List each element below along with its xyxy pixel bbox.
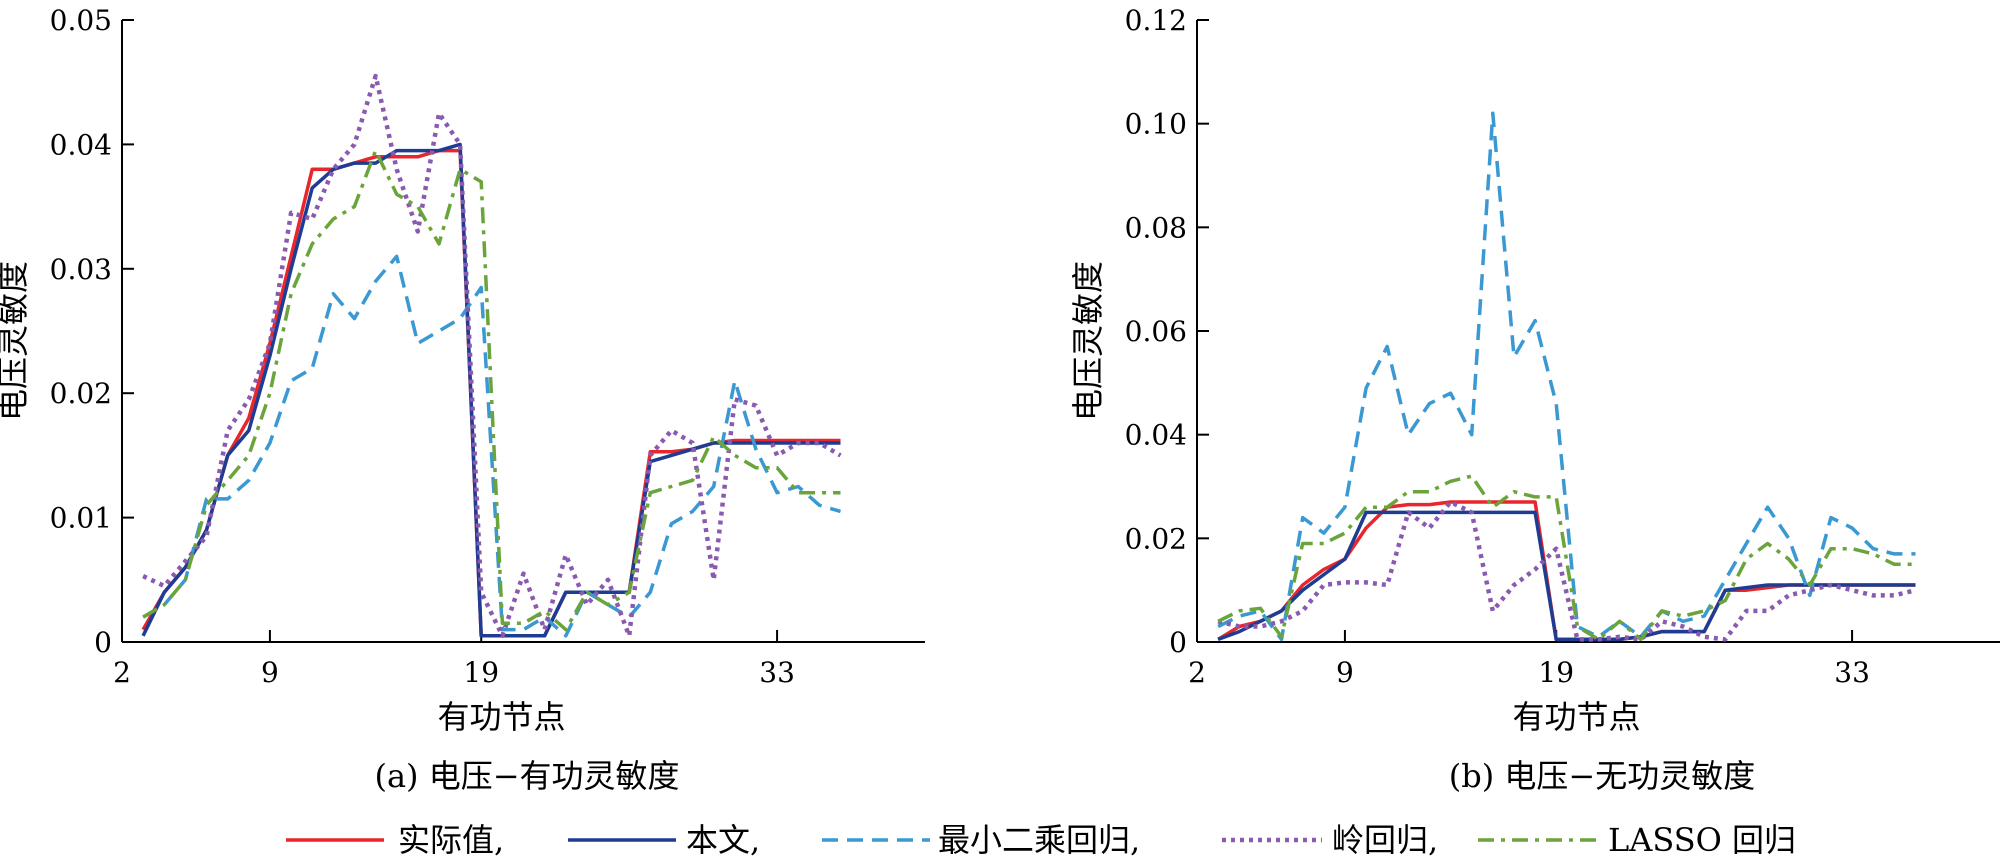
legend-label: 实际值, — [398, 821, 504, 859]
panel-caption: (a) 电压−有功灵敏度 — [374, 757, 679, 795]
legend-label: 岭回归, — [1332, 821, 1438, 859]
series-line-ridge — [142, 73, 842, 639]
y-tick-label: 0 — [1169, 626, 1187, 659]
legend-item-proposed: 本文, — [568, 821, 760, 859]
x-tick-label: 9 — [1336, 656, 1354, 689]
series-line-ols — [1217, 111, 1916, 642]
y-tick-label: 0.04 — [50, 128, 112, 161]
y-tick-label: 0.04 — [1125, 419, 1187, 452]
y-axis-title: 电压灵敏度 — [1069, 261, 1107, 421]
y-tick-label: 0 — [94, 626, 112, 659]
x-tick-label: 19 — [1538, 656, 1574, 689]
y-tick-label: 0.05 — [50, 4, 112, 37]
legend-item-ridge: 岭回归, — [1222, 821, 1438, 859]
series-line-actual — [141, 148, 841, 638]
x-axis-title: 有功节点 — [1512, 698, 1640, 736]
legend-item-actual: 实际值, — [286, 821, 504, 859]
y-tick-label: 0.02 — [50, 377, 112, 410]
x-axis-title: 有功节点 — [437, 698, 565, 736]
series-line-ols — [142, 254, 841, 638]
series-line-proposed — [1217, 510, 1916, 642]
y-tick-label: 0.06 — [1125, 315, 1187, 348]
x-tick-label: 19 — [463, 656, 499, 689]
x-tick-label: 2 — [113, 656, 131, 689]
panel-caption: (b) 电压−无功灵敏度 — [1449, 757, 1755, 795]
legend-label: 最小二乘回归, — [938, 821, 1140, 859]
legend-label: 本文, — [686, 821, 760, 859]
legend-item-ols: 最小二乘回归, — [822, 821, 1140, 859]
y-tick-label: 0.01 — [50, 502, 112, 535]
y-tick-label: 0.10 — [1125, 108, 1187, 141]
legend-label: LASSO 回归 — [1608, 821, 1796, 859]
legend-item-lasso: LASSO 回归 — [1478, 821, 1796, 859]
y-tick-label: 0.02 — [1125, 522, 1187, 555]
y-tick-label: 0.08 — [1125, 211, 1187, 244]
y-tick-label: 0.12 — [1125, 4, 1187, 37]
chart-panel-2: 0 0.02 0.04 0.06 0.08 0.10 0.12 2 9 19 33 有功节点 电压灵敏度… — [1069, 4, 2000, 795]
series-line-lasso — [1217, 474, 1916, 642]
legend: 实际值, 本文, 最小二乘回归, 岭回归, LASSO 回归 — [286, 821, 1796, 859]
x-tick-label: 9 — [261, 656, 279, 689]
x-tick-label: 33 — [759, 656, 795, 689]
x-tick-label: 2 — [1188, 656, 1206, 689]
series-line-proposed — [141, 142, 841, 638]
y-axis-title: 电压灵敏度 — [0, 261, 32, 421]
y-tick-label: 0.03 — [50, 253, 112, 286]
chart-panel-1: 0 0.01 0.02 0.03 0.04 0.05 2 9 19 33 有功节点 电压灵敏度 (a) … — [0, 4, 925, 795]
x-tick-label: 33 — [1834, 656, 1870, 689]
series-line-lasso — [142, 148, 841, 632]
